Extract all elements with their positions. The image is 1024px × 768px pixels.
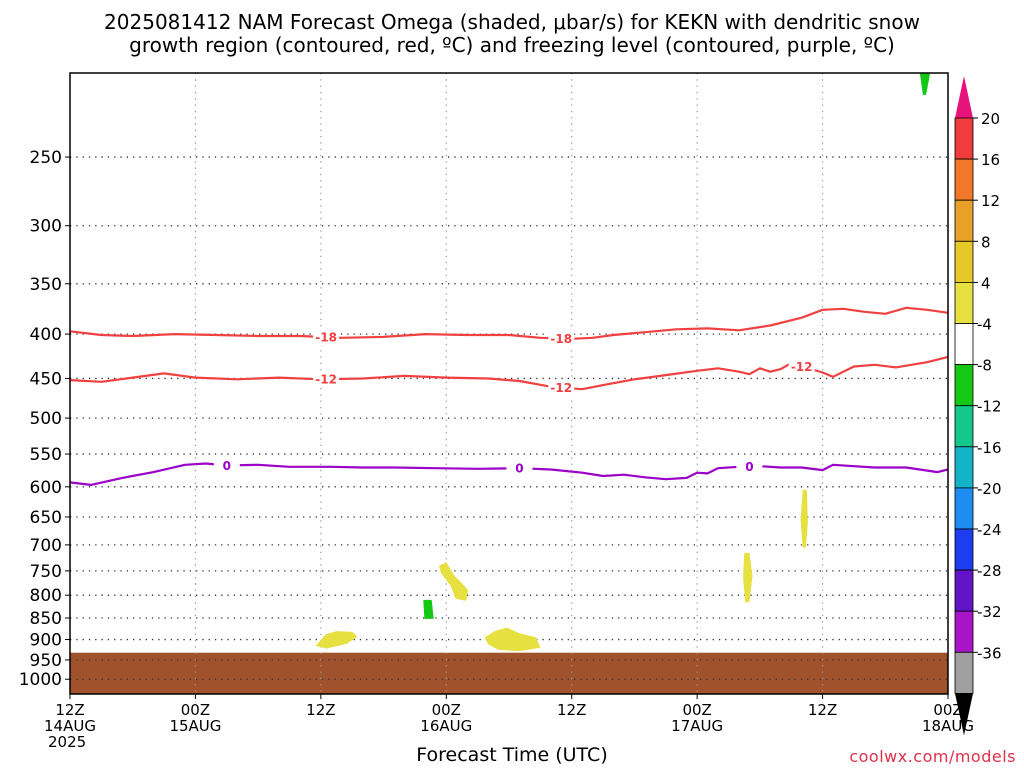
contour-label: 0 — [515, 462, 523, 476]
contour-label-bg — [213, 457, 240, 474]
omega-feature-4 — [743, 552, 753, 603]
contour-label: -12 — [315, 373, 337, 387]
x-tick-label: 16AUG — [420, 717, 472, 735]
x-tick-label: 12Z — [306, 701, 335, 719]
contour-label: 0 — [745, 460, 753, 474]
colorbar-swatch — [954, 364, 974, 407]
colorbar-swatch — [954, 487, 974, 530]
colorbar-label: 8 — [981, 233, 991, 251]
y-tick-label: 950 — [30, 651, 62, 671]
contour-label-bg — [788, 358, 815, 375]
contour-label: -12 — [550, 381, 572, 395]
y-tick-label: 650 — [30, 508, 62, 528]
colorbar-label: -16 — [977, 439, 1002, 457]
colorbar-swatch — [954, 323, 974, 365]
colorbar-label: -36 — [977, 644, 1002, 662]
colorbar-label: -28 — [977, 562, 1002, 580]
ground-fill — [70, 652, 948, 694]
x-tick-label: 12Z — [55, 701, 84, 719]
contour-line--18 — [69, 306, 949, 340]
colorbar-label: 16 — [981, 151, 1000, 169]
x-tick-label: 12Z — [808, 701, 837, 719]
contour-label: -18 — [315, 331, 337, 345]
colorbar-swatch — [954, 528, 974, 571]
y-tick-label: 750 — [30, 562, 62, 582]
colorbar-label: -24 — [977, 521, 1002, 539]
x-tick-label: 00Z — [933, 701, 962, 719]
y-tick-label: 600 — [30, 478, 62, 498]
colorbar-swatch — [954, 569, 974, 612]
x-axis-label: Forecast Time (UTC) — [416, 744, 608, 766]
contour-label-bg — [548, 379, 575, 396]
y-tick-label: 500 — [30, 409, 62, 429]
colorbar-bottom-arrow — [955, 693, 973, 736]
contour-label: 0 — [223, 459, 231, 473]
x-tick-label: 18AUG — [922, 717, 974, 735]
omega-feature-7 — [919, 73, 931, 95]
omega-feature-6 — [423, 599, 434, 619]
colorbar-label: -12 — [977, 398, 1002, 416]
colorbar-swatch — [954, 281, 974, 324]
y-tick-label: 250 — [30, 148, 62, 168]
contour-label: -18 — [550, 332, 572, 346]
colorbar-swatch — [954, 610, 974, 653]
colorbar-swatch — [954, 117, 974, 160]
x-tick-label: 12Z — [557, 701, 586, 719]
colorbar-swatch — [954, 240, 974, 283]
contour-label-bg — [313, 329, 340, 346]
y-tick-label: 1000 — [19, 670, 62, 690]
colorbar-swatch — [954, 405, 974, 448]
x-tick-label: 00Z — [432, 701, 461, 719]
x-tick-label: 00Z — [181, 701, 210, 719]
omega-feature-5 — [800, 489, 808, 548]
colorbar-swatch — [954, 199, 974, 242]
y-tick-label: 800 — [30, 586, 62, 606]
y-tick-label: 850 — [30, 609, 62, 629]
omega-feature-1 — [315, 631, 358, 649]
colorbar-label: -4 — [977, 316, 992, 334]
omega-feature-2 — [439, 562, 469, 601]
y-tick-label: 450 — [30, 369, 62, 389]
colorbar-label: 12 — [981, 192, 1000, 210]
chart-title-line-2: growth region (contoured, red, ºC) and f… — [129, 33, 895, 57]
contour-label: -12 — [791, 360, 813, 374]
colorbar-label: -8 — [977, 357, 992, 375]
colorbar-label: 4 — [981, 274, 991, 292]
y-tick-label: 300 — [30, 217, 62, 237]
x-tick-label: 15AUG — [169, 717, 221, 735]
colorbar-swatch — [954, 446, 974, 489]
colorbar-label: -20 — [977, 480, 1002, 498]
y-tick-label: 350 — [30, 275, 62, 295]
colorbar-label: -32 — [977, 603, 1002, 621]
x-tick-label: 14AUG — [44, 717, 96, 735]
y-tick-label: 400 — [30, 325, 62, 345]
x-tick-label: 17AUG — [671, 717, 723, 735]
contour-label-bg — [548, 330, 575, 347]
omega-feature-3 — [485, 627, 541, 652]
y-tick-label: 900 — [30, 631, 62, 651]
y-tick-label: 550 — [30, 445, 62, 465]
contour-line--12 — [69, 355, 949, 391]
site-watermark: coolwx.com/models — [849, 747, 1016, 766]
colorbar-swatch — [954, 158, 974, 201]
contour-label-bg — [736, 458, 763, 475]
y-tick-label: 700 — [30, 536, 62, 556]
colorbar-swatch — [954, 651, 974, 694]
contour-label-bg — [313, 371, 340, 388]
colorbar-label: 20 — [981, 110, 1000, 128]
plot-frame — [69, 72, 949, 695]
x-tick-label: 2025 — [48, 733, 86, 751]
plot-area — [70, 73, 948, 694]
x-tick-label: 00Z — [682, 701, 711, 719]
colorbar-top-arrow — [955, 76, 973, 118]
contour-label-bg — [506, 460, 533, 477]
chart-title-line-1: 2025081412 NAM Forecast Omega (shaded, μ… — [104, 10, 920, 34]
